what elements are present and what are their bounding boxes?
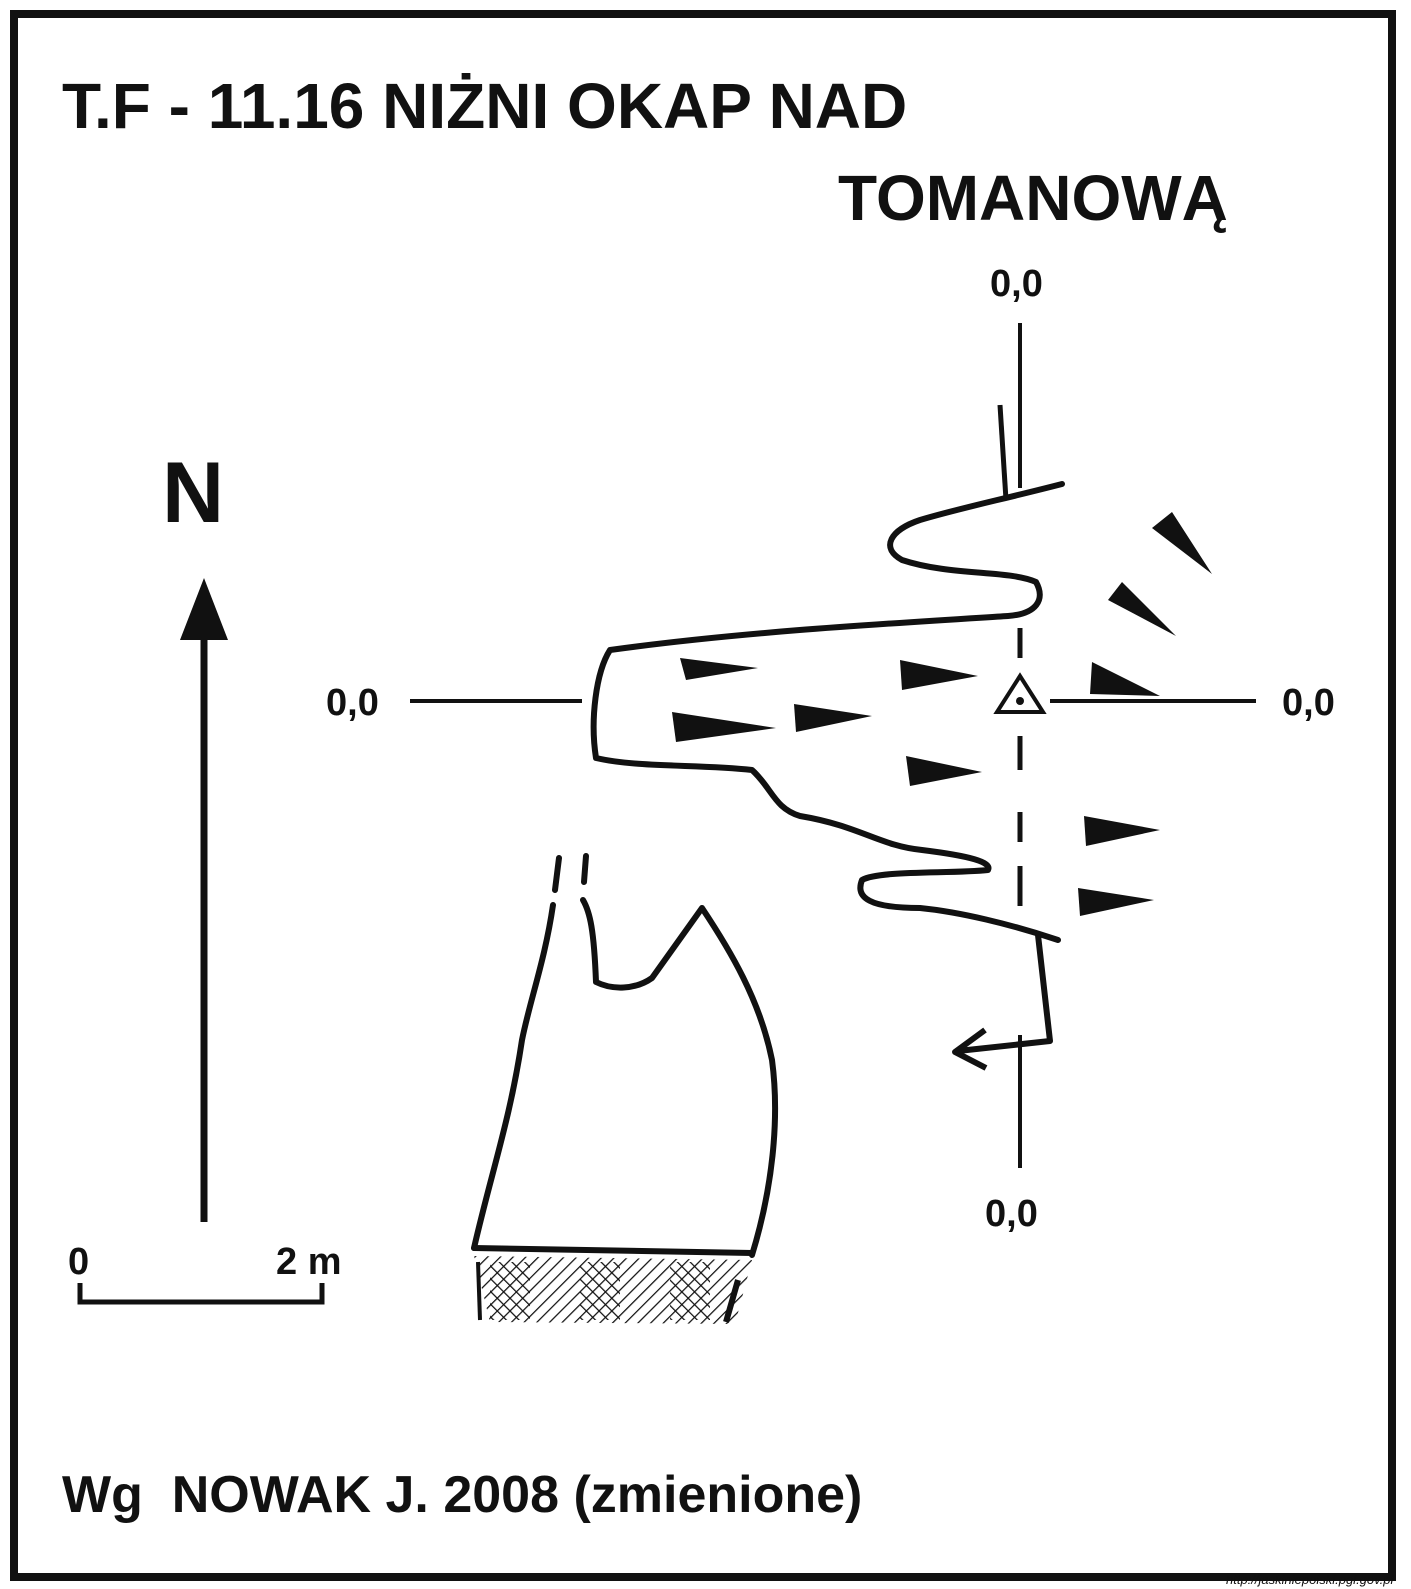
- north-label: N: [162, 445, 224, 541]
- slope-marker: [1084, 816, 1160, 846]
- slope-marker: [1078, 888, 1154, 916]
- scale-bar: [77, 1283, 325, 1305]
- cave-outline-plan: [590, 481, 1065, 943]
- exit-arrow-head: [952, 1027, 988, 1071]
- section-label-bottom: 0,0: [985, 1193, 1038, 1235]
- slope-marker: [1090, 662, 1160, 696]
- section-label-left: 0,0: [326, 682, 379, 724]
- slope-marker: [906, 756, 982, 786]
- slope-marker: [672, 712, 776, 742]
- slope-marker: [1152, 512, 1212, 574]
- slope-marker: [900, 660, 978, 690]
- title-line-2: TOMANOWĄ: [838, 162, 1228, 234]
- diagram-frame: [10, 10, 1396, 1581]
- survey-point-icon: [993, 672, 1047, 714]
- slope-marker: [680, 658, 758, 680]
- floor-hatching: [474, 1256, 752, 1324]
- source-citation: Wg NOWAK J. 2008 (zmienione): [62, 1466, 862, 1524]
- north-arrow: [180, 578, 228, 1222]
- section-axes: [410, 323, 1256, 1168]
- scale-end-label: 2 m: [276, 1241, 341, 1283]
- slope-marker: [794, 704, 872, 732]
- exit-arrow: [957, 934, 1053, 1054]
- scale-start-label: 0: [68, 1241, 89, 1283]
- title-line-1: T.F - 11.16 NIŻNI OKAP NAD: [62, 70, 907, 142]
- section-label-top: 0,0: [990, 263, 1043, 305]
- cave-cross-section: [471, 853, 779, 1258]
- source-url: http://jaskiniepolski.pgi.gov.pl: [1226, 1572, 1395, 1587]
- cave-wall-top-spur: [997, 404, 1009, 501]
- slope-marker: [1108, 582, 1176, 636]
- section-label-right: 0,0: [1282, 682, 1335, 724]
- slope-markers: [672, 512, 1212, 916]
